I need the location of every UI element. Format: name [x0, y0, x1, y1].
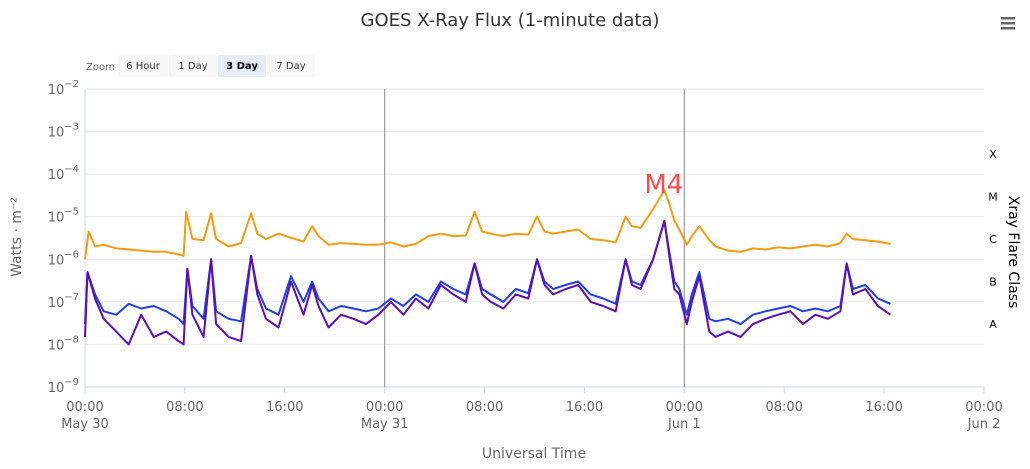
x-axis: 00:00 May 30 08:00 16:00 00:00 May 31 08:00 16:…	[61, 387, 1003, 432]
hamburger-menu-icon[interactable]	[998, 14, 1018, 32]
zoom-button-1d[interactable]: 1 Day	[169, 55, 217, 77]
x-tick-time: 00:00	[666, 400, 703, 415]
y-tick-exponent: −7	[64, 292, 79, 303]
flare-class-label: A	[989, 318, 997, 331]
x-tick-time: 08:00	[466, 400, 503, 415]
y-tick-label: 10−9	[48, 377, 79, 396]
x-tick-time: 00:00	[965, 400, 1002, 415]
y-tick-base: 10	[48, 381, 65, 396]
x-axis-title: Universal Time	[482, 446, 586, 462]
y-tick-label: 10−7	[48, 292, 79, 311]
y-tick-base: 10	[48, 83, 65, 98]
series-group	[84, 189, 891, 346]
series-line-2	[84, 219, 891, 346]
x-tick-date: Jun 2	[967, 417, 1001, 432]
flare-class-label: M	[988, 190, 998, 203]
flare-class-axis: A B C M X	[988, 148, 998, 331]
y-tick-exponent: −5	[64, 207, 79, 218]
zoom-button-label: 3 Day	[226, 61, 258, 72]
y-tick-label: 10−3	[48, 122, 79, 141]
y-tick-label: 10−6	[48, 249, 79, 268]
zoom-button-label: 7 Day	[276, 61, 305, 72]
y-tick-exponent: −8	[64, 334, 79, 345]
y-tick-label: 10−8	[48, 334, 79, 353]
zoom-button-7d[interactable]: 7 Day	[267, 55, 315, 77]
zoom-label: Zoom	[86, 62, 115, 73]
x-tick-date: Jun 1	[667, 417, 701, 432]
flare-class-label: B	[989, 276, 997, 289]
y-tick-base: 10	[48, 211, 65, 226]
y-tick-exponent: −4	[64, 164, 79, 175]
y-tick-label: 10−5	[48, 207, 79, 226]
series-line-1	[84, 219, 891, 326]
series-line-0	[84, 189, 891, 260]
x-tick-time: 08:00	[166, 400, 203, 415]
annotations: M4	[644, 170, 683, 200]
x-tick-time: 16:00	[566, 400, 603, 415]
x-tick-time: 16:00	[266, 400, 303, 415]
y-axis: 10−910−810−710−610−510−410−310−2	[48, 79, 79, 396]
y-tick-base: 10	[48, 296, 65, 311]
x-tick-date: May 31	[361, 417, 409, 432]
y-tick-base: 10	[48, 253, 65, 268]
grid	[84, 88, 984, 388]
zoom-controls: Zoom 6 Hour 1 Day 3 Day 7 Day	[86, 55, 315, 77]
y-tick-exponent: −3	[64, 122, 79, 133]
chart-title: GOES X-Ray Flux (1-minute data)	[361, 10, 660, 31]
zoom-button-3d[interactable]: 3 Day	[218, 55, 266, 77]
flare-annotation: M4	[644, 170, 683, 200]
flare-class-label: X	[989, 148, 997, 161]
y-tick-exponent: −6	[64, 249, 79, 260]
x-tick-date: May 30	[61, 417, 109, 432]
y-tick-label: 10−4	[48, 164, 79, 183]
x-tick-time: 00:00	[66, 400, 103, 415]
x-tick-time: 08:00	[765, 400, 802, 415]
flare-class-axis-title: Xray Flare Class	[1005, 196, 1021, 309]
zoom-button-6h[interactable]: 6 Hour	[118, 55, 168, 77]
y-tick-base: 10	[48, 338, 65, 353]
x-tick-time: 00:00	[366, 400, 403, 415]
flare-class-label: C	[989, 233, 997, 246]
zoom-button-label: 6 Hour	[126, 61, 161, 72]
y-tick-exponent: −9	[64, 377, 79, 388]
zoom-button-label: 1 Day	[178, 61, 207, 72]
y-tick-label: 10−2	[48, 79, 79, 98]
y-tick-base: 10	[48, 126, 65, 141]
x-tick-time: 16:00	[865, 400, 902, 415]
y-tick-base: 10	[48, 168, 65, 183]
y-axis-title: Watts · m⁻²	[9, 197, 25, 277]
y-tick-exponent: −2	[64, 79, 79, 90]
